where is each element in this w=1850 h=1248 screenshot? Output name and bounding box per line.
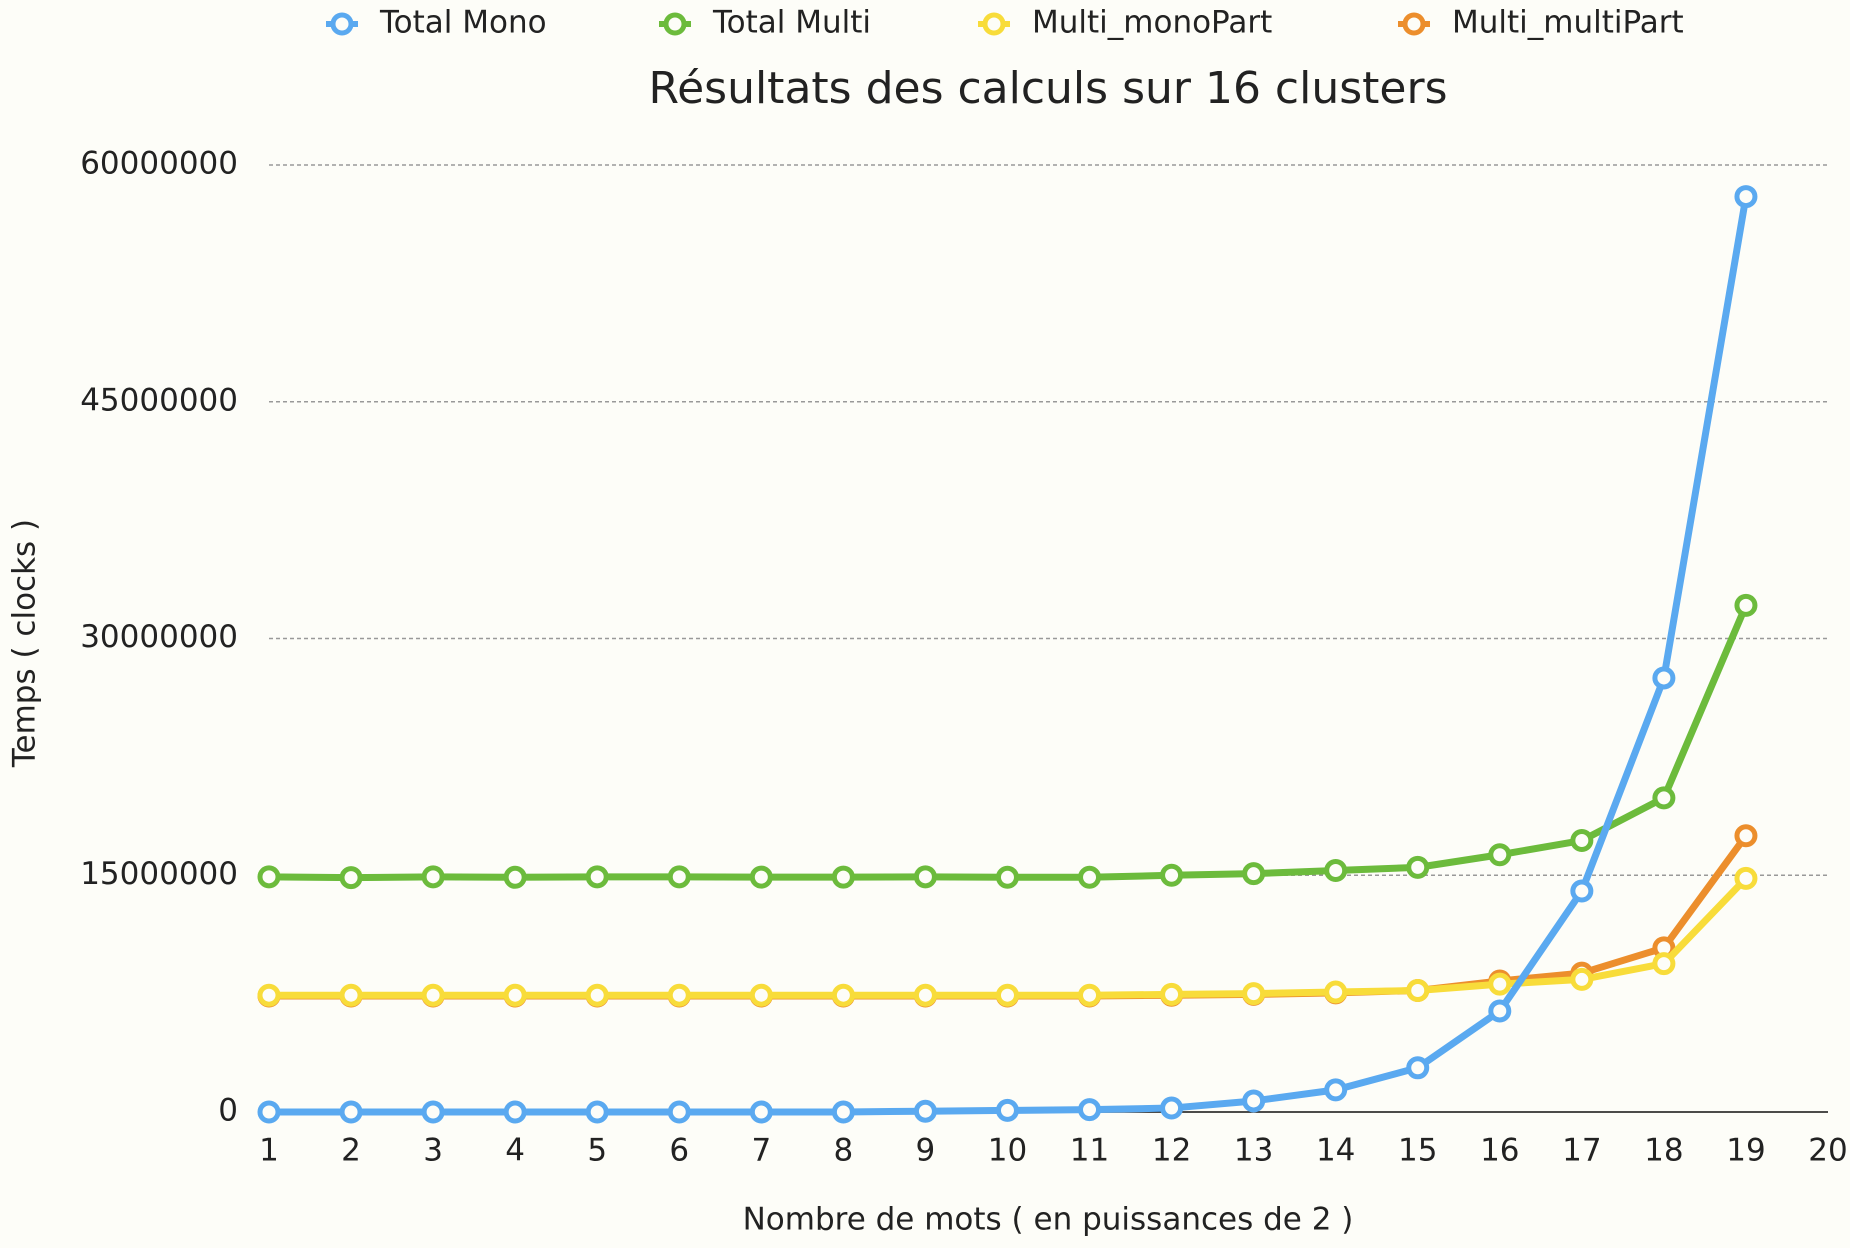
- x-axis-label: Nombre de mots ( en puissances de 2 ): [743, 1202, 1354, 1238]
- data-point: [1570, 879, 1594, 903]
- data-point: [1078, 983, 1102, 1007]
- data-point: [1406, 978, 1430, 1002]
- data-point: [1324, 859, 1348, 883]
- legend-marker: [1402, 12, 1426, 36]
- legend-label: Total Mono: [379, 5, 547, 41]
- data-point: [667, 865, 691, 889]
- data-point: [995, 865, 1019, 889]
- x-tick-label: 6: [669, 1133, 689, 1169]
- x-tick-label: 14: [1316, 1133, 1355, 1169]
- data-point: [1242, 982, 1266, 1006]
- data-point: [503, 865, 527, 889]
- data-point: [421, 1100, 445, 1124]
- data-point: [339, 983, 363, 1007]
- legend-label: Multi_multiPart: [1452, 5, 1684, 41]
- x-tick-label: 16: [1480, 1133, 1519, 1169]
- data-point: [1078, 865, 1102, 889]
- data-point: [1734, 593, 1758, 617]
- x-tick-label: 18: [1644, 1133, 1683, 1169]
- data-point: [1324, 980, 1348, 1004]
- data-point: [1652, 786, 1676, 810]
- x-tick-label: 19: [1726, 1133, 1765, 1169]
- data-point: [831, 865, 855, 889]
- data-point: [913, 865, 937, 889]
- data-point: [339, 1100, 363, 1124]
- x-tick-label: 3: [423, 1133, 443, 1169]
- y-axis-label: Temps ( clocks ): [7, 519, 43, 768]
- data-point: [1734, 185, 1758, 209]
- data-point: [503, 983, 527, 1007]
- data-point: [421, 983, 445, 1007]
- data-point: [831, 1100, 855, 1124]
- x-tick-label: 4: [505, 1133, 525, 1169]
- data-point: [257, 983, 281, 1007]
- y-tick-label: 15000000: [80, 856, 238, 892]
- data-point: [1652, 952, 1676, 976]
- x-tick-label: 10: [988, 1133, 1027, 1169]
- y-tick-label: 60000000: [80, 146, 238, 182]
- x-tick-label: 5: [587, 1133, 607, 1169]
- x-tick-label: 1: [259, 1133, 279, 1169]
- x-tick-label: 15: [1398, 1133, 1437, 1169]
- data-point: [339, 866, 363, 890]
- data-point: [1406, 855, 1430, 879]
- data-point: [1324, 1078, 1348, 1102]
- x-tick-label: 7: [751, 1133, 771, 1169]
- data-point: [1242, 1089, 1266, 1113]
- data-point: [913, 983, 937, 1007]
- data-point: [995, 983, 1019, 1007]
- data-point: [1734, 866, 1758, 890]
- data-point: [667, 1100, 691, 1124]
- x-tick-label: 13: [1234, 1133, 1273, 1169]
- chart-title: Résultats des calculs sur 16 clusters: [648, 63, 1447, 114]
- legend-marker: [330, 12, 354, 36]
- data-point: [1570, 967, 1594, 991]
- y-tick-label: 0: [218, 1093, 238, 1129]
- data-point: [1570, 829, 1594, 853]
- x-tick-label: 2: [341, 1133, 361, 1169]
- data-point: [1242, 862, 1266, 886]
- data-point: [585, 983, 609, 1007]
- data-point: [585, 865, 609, 889]
- y-tick-label: 45000000: [80, 382, 238, 418]
- data-point: [749, 983, 773, 1007]
- data-point: [1488, 999, 1512, 1023]
- data-point: [1734, 824, 1758, 848]
- legend-marker: [663, 12, 687, 36]
- data-point: [749, 865, 773, 889]
- data-point: [1406, 1056, 1430, 1080]
- data-point: [995, 1098, 1019, 1122]
- data-point: [1652, 666, 1676, 690]
- data-point: [667, 983, 691, 1007]
- data-point: [257, 1100, 281, 1124]
- data-point: [1488, 972, 1512, 996]
- data-point: [1160, 863, 1184, 887]
- data-point: [1078, 1098, 1102, 1122]
- x-tick-label: 12: [1152, 1133, 1191, 1169]
- x-tick-label: 9: [916, 1133, 936, 1169]
- x-tick-label: 11: [1070, 1133, 1109, 1169]
- data-point: [585, 1100, 609, 1124]
- x-tick-label: 20: [1808, 1133, 1847, 1169]
- data-point: [1160, 982, 1184, 1006]
- legend-marker: [982, 12, 1006, 36]
- data-point: [1160, 1096, 1184, 1120]
- data-point: [1488, 843, 1512, 867]
- data-point: [913, 1099, 937, 1123]
- data-point: [749, 1100, 773, 1124]
- y-tick-label: 30000000: [80, 619, 238, 655]
- x-tick-label: 17: [1562, 1133, 1601, 1169]
- x-tick-label: 8: [834, 1133, 854, 1169]
- legend-label: Total Multi: [712, 5, 871, 41]
- data-point: [421, 865, 445, 889]
- data-point: [257, 865, 281, 889]
- data-point: [503, 1100, 527, 1124]
- legend-label: Multi_monoPart: [1032, 5, 1272, 41]
- data-point: [831, 983, 855, 1007]
